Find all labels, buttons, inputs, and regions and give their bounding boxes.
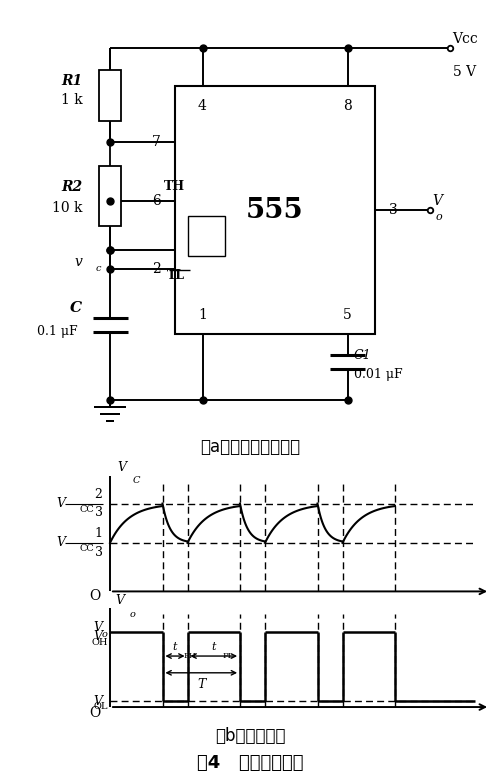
Text: TL: TL: [167, 269, 185, 282]
Text: 7: 7: [152, 135, 161, 149]
Text: 3: 3: [94, 506, 102, 519]
Text: t: t: [173, 642, 177, 652]
Text: R1: R1: [62, 74, 82, 88]
Text: V: V: [94, 621, 102, 634]
Text: R2: R2: [62, 180, 82, 194]
Text: PL: PL: [223, 652, 234, 660]
Text: V: V: [118, 461, 126, 473]
Text: c: c: [96, 264, 102, 273]
Bar: [99, 166, 121, 226]
Text: 8: 8: [343, 98, 352, 112]
Text: o: o: [102, 629, 107, 639]
Text: T: T: [197, 678, 205, 691]
Text: 1: 1: [198, 308, 207, 322]
Text: C: C: [70, 301, 83, 316]
Text: O: O: [89, 589, 100, 603]
Text: 4: 4: [198, 98, 207, 112]
Text: 5 V: 5 V: [452, 65, 475, 79]
Text: TH: TH: [164, 180, 185, 193]
Text: V: V: [56, 537, 65, 549]
Text: 图4   电容测试原理: 图4 电容测试原理: [197, 754, 303, 772]
Text: （b）工作波形: （b）工作波形: [215, 727, 285, 745]
Text: O: O: [89, 707, 100, 721]
Text: C1: C1: [354, 349, 371, 362]
Text: V: V: [94, 630, 102, 644]
Text: 0.1 μF: 0.1 μF: [37, 326, 78, 338]
Text: 1 k: 1 k: [61, 93, 82, 107]
Text: OL: OL: [93, 702, 108, 711]
Text: t: t: [212, 642, 216, 652]
Text: 3: 3: [389, 203, 398, 217]
Text: o: o: [130, 610, 136, 619]
Text: CC: CC: [79, 544, 94, 553]
Text: 6: 6: [152, 194, 161, 208]
Text: V: V: [94, 694, 102, 708]
Text: 10 k: 10 k: [52, 201, 82, 215]
Text: V: V: [56, 497, 65, 510]
Text: v: v: [74, 255, 82, 269]
Text: 1: 1: [94, 527, 102, 540]
Text: 2: 2: [152, 262, 161, 276]
Text: （a）多谐振荡器电路: （a）多谐振荡器电路: [200, 437, 300, 456]
Bar: [188, 216, 225, 255]
Text: C: C: [132, 476, 140, 485]
Text: o: o: [436, 212, 443, 222]
Text: 0.01 μF: 0.01 μF: [354, 368, 402, 380]
Text: 2: 2: [94, 487, 102, 501]
Text: CC: CC: [79, 505, 94, 514]
Text: 5: 5: [343, 308, 352, 322]
Text: 555: 555: [246, 197, 304, 223]
Bar: [99, 70, 121, 121]
Bar: [175, 86, 375, 334]
Text: V: V: [115, 594, 124, 607]
Text: V: V: [432, 194, 442, 208]
Text: 3: 3: [94, 546, 102, 558]
Text: PH: PH: [184, 652, 197, 660]
Text: Vcc: Vcc: [452, 32, 478, 46]
Text: OH: OH: [91, 638, 108, 647]
